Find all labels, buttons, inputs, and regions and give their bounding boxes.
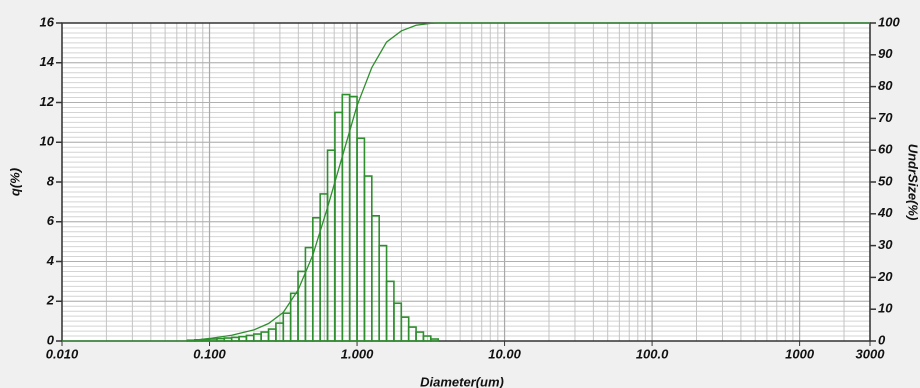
x-tick-label: 0.010 bbox=[46, 346, 79, 361]
y-tick-label: 14 bbox=[40, 54, 55, 69]
x-tick-label: 10.00 bbox=[488, 346, 521, 361]
y2-tick-label: 30 bbox=[878, 237, 893, 252]
y-tick-label: 2 bbox=[46, 293, 55, 308]
y-tick-label: 10 bbox=[40, 134, 55, 149]
y2-tick-label: 10 bbox=[878, 301, 893, 316]
y-tick-label: 16 bbox=[40, 14, 55, 29]
y2-tick-label: 100 bbox=[878, 14, 900, 29]
x-axis-label: Diameter(um) bbox=[420, 374, 504, 388]
bar bbox=[430, 338, 439, 342]
x-tick-label: 1.000 bbox=[341, 346, 374, 361]
y2-axis-label: UndrSize(%) bbox=[906, 144, 920, 221]
cumulative-line bbox=[62, 22, 870, 342]
y2-tick-label: 70 bbox=[878, 110, 893, 125]
x-tick-label: 100.0 bbox=[636, 346, 669, 361]
y-tick-label: 4 bbox=[46, 253, 55, 268]
y-tick-label: 12 bbox=[40, 94, 55, 109]
y2-tick-label: 20 bbox=[877, 269, 893, 284]
y2-tick-label: 50 bbox=[878, 173, 893, 188]
x-tick-label: 0.100 bbox=[193, 346, 226, 361]
y-tick-label: 6 bbox=[47, 213, 55, 228]
y2-tick-label: 0 bbox=[878, 332, 886, 347]
x-tick-label: 3000 bbox=[856, 346, 886, 361]
x-tick-label: 1000 bbox=[785, 346, 815, 361]
y2-tick-label: 80 bbox=[878, 78, 893, 93]
y2-tick-label: 40 bbox=[877, 205, 893, 220]
y-tick-label: 0 bbox=[47, 332, 55, 347]
y2-tick-label: 60 bbox=[878, 142, 893, 157]
y-axis-label: q(%) bbox=[7, 168, 22, 196]
y-tick-label: 8 bbox=[47, 173, 55, 188]
y2-tick-label: 90 bbox=[878, 46, 893, 61]
